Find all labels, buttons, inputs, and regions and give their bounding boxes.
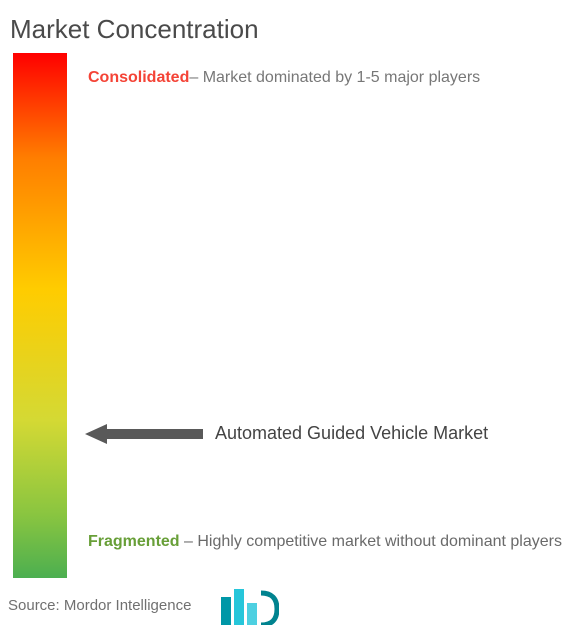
market-marker: Automated Guided Vehicle Market: [85, 423, 488, 444]
consolidated-label: Consolidated– Market dominated by 1-5 ma…: [88, 68, 480, 89]
concentration-gradient-bar: [13, 53, 67, 578]
fragmented-strong: Fragmented: [88, 533, 180, 550]
mordor-logo-icon: [221, 585, 279, 625]
source-row: Source: Mordor Intelligence: [8, 585, 279, 625]
arrow-left-icon: [85, 424, 203, 444]
consolidated-desc: – Market dominated by 1-5 major players: [189, 69, 480, 86]
consolidated-strong: Consolidated: [88, 69, 189, 86]
fragmented-desc: – Highly competitive market without domi…: [180, 533, 562, 550]
source-text: Source: Mordor Intelligence: [8, 597, 191, 614]
chart-area: Consolidated– Market dominated by 1-5 ma…: [0, 53, 585, 578]
page-title: Market Concentration: [0, 0, 585, 51]
market-name: Automated Guided Vehicle Market: [215, 423, 488, 444]
fragmented-label: Fragmented – Highly competitive market w…: [88, 531, 575, 553]
